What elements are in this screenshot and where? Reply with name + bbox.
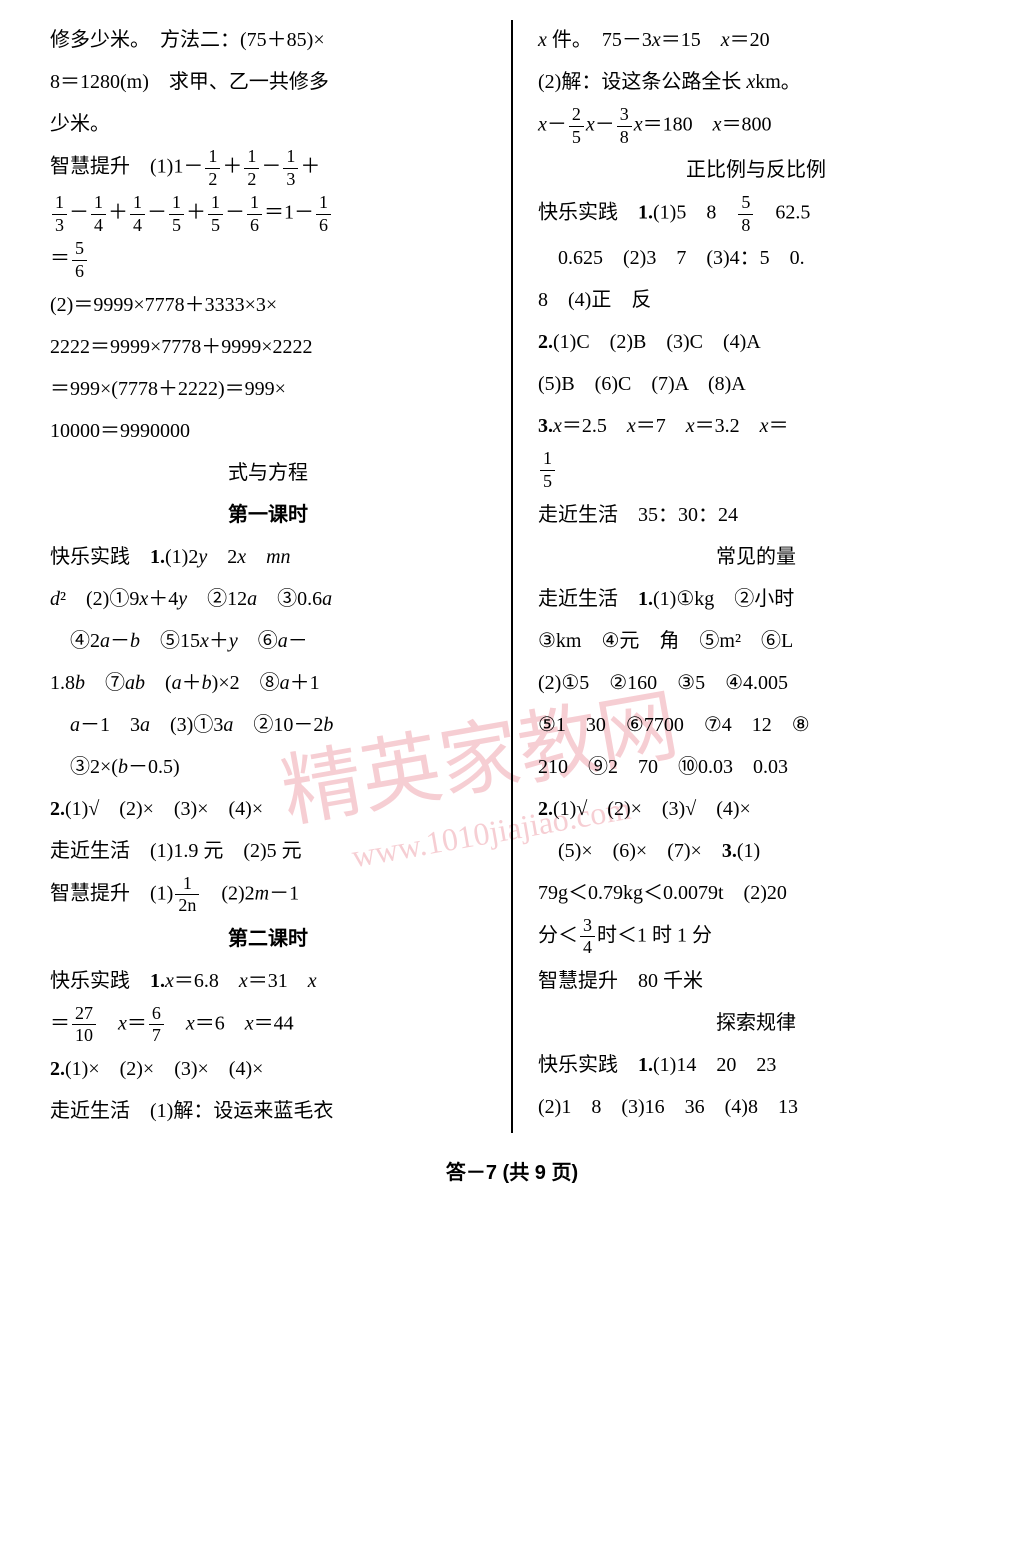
text-line: 快乐实践 1.x＝6.8 x＝31 x (50, 961, 486, 1001)
text-line: (2)1 8 (3)16 36 (4)8 13 (538, 1087, 974, 1127)
text-line: 10000＝9990000 (50, 411, 486, 451)
text-line: (2)解：设这条公路全长 xkm。 (538, 62, 974, 102)
text-line: (2)①5 ②160 ③5 ④4.005 (538, 663, 974, 703)
lesson-title: 第二课时 (50, 919, 486, 959)
text-line: 210 ⑨2 70 ⑩0.03 0.03 (538, 747, 974, 787)
text-line: d² (2)①9x＋4y ②12a ③0.6a (50, 579, 486, 619)
text-line: 少米。 (50, 104, 486, 144)
text-line: ＝56 (50, 238, 486, 282)
text-line: ＝999×(7778＋2222)＝999× (50, 369, 486, 409)
right-column: x 件。 75－3x＝15 x＝20 (2)解：设这条公路全长 xkm。 x－2… (518, 20, 994, 1133)
text-line: (2)＝9999×7778＋3333×3× (50, 285, 486, 325)
column-divider (511, 20, 513, 1133)
text-line: 智慧提升 (1)12n (2)2m－1 (50, 873, 486, 917)
text-line: x 件。 75－3x＝15 x＝20 (538, 20, 974, 60)
text-line: 智慧提升 (1)1－12＋12－13＋ (50, 146, 486, 190)
text-line: 15 (538, 448, 974, 492)
text-line: ＝2710 x＝67 x＝6 x＝44 (50, 1003, 486, 1047)
text-line: x－25x－38x＝180 x＝800 (538, 104, 974, 148)
text-line: ⑤1 30 ⑥7700 ⑦4 12 ⑧ (538, 705, 974, 745)
text-line: 快乐实践 1.(1)14 20 23 (538, 1045, 974, 1085)
text-line: 1.8b ⑦ab (a＋b)×2 ⑧a＋1 (50, 663, 486, 703)
text-line: 2.(1)× (2)× (3)× (4)× (50, 1049, 486, 1089)
text-line: 13－14＋14－15＋15－16＝1－16 (50, 192, 486, 236)
text-line: 2.(1)√ (2)× (3)× (4)× (50, 789, 486, 829)
page-footer: 答－7 (共 9 页) (30, 1153, 994, 1193)
text-line: 快乐实践 1.(1)5 8 58 62.5 (538, 192, 974, 236)
text-line: (5)× (6)× (7)× 3.(1) (538, 831, 974, 871)
text-line: 2.(1)C (2)B (3)C (4)A (538, 322, 974, 362)
text-line: (5)B (6)C (7)A (8)A (538, 364, 974, 404)
text-line: 走近生活 1.(1)①kg ②小时 (538, 579, 974, 619)
section-title: 正比例与反比例 (538, 150, 974, 190)
text-line: 走近生活 35：30：24 (538, 495, 974, 535)
text-line: 0.625 (2)3 7 (3)4：5 0. (538, 238, 974, 278)
text-line: 2.(1)√ (2)× (3)√ (4)× (538, 789, 974, 829)
text-line: 3.x＝2.5 x＝7 x＝3.2 x＝ (538, 406, 974, 446)
text-line: 79g＜0.79kg＜0.0079t (2)20 (538, 873, 974, 913)
text-line: 2222＝9999×7778＋9999×2222 (50, 327, 486, 367)
text-line: 分＜34时＜1 时 1 分 (538, 915, 974, 959)
section-title: 式与方程 (50, 453, 486, 493)
text-line: ③2×(b－0.5) (50, 747, 486, 787)
text-line: 8＝1280(m) 求甲、乙一共修多 (50, 62, 486, 102)
section-title: 常见的量 (538, 537, 974, 577)
text-line: 修多少米。 方法二：(75＋85)× (50, 20, 486, 60)
text-line: 快乐实践 1.(1)2y 2x mn (50, 537, 486, 577)
lesson-title: 第一课时 (50, 495, 486, 535)
left-column: 修多少米。 方法二：(75＋85)× 8＝1280(m) 求甲、乙一共修多 少米… (30, 20, 506, 1133)
text-line: 智慧提升 80 千米 (538, 961, 974, 1001)
section-title: 探索规律 (538, 1003, 974, 1043)
page-content: 修多少米。 方法二：(75＋85)× 8＝1280(m) 求甲、乙一共修多 少米… (30, 20, 994, 1133)
text-line: 8 (4)正 反 (538, 280, 974, 320)
text-line: 走近生活 (1)解：设运来蓝毛衣 (50, 1091, 486, 1131)
text-line: ④2a－b ⑤15x＋y ⑥a－ (50, 621, 486, 661)
text-line: ③km ④元 角 ⑤m² ⑥L (538, 621, 974, 661)
text-line: 走近生活 (1)1.9 元 (2)5 元 (50, 831, 486, 871)
text-line: a－1 3a (3)①3a ②10－2b (50, 705, 486, 745)
